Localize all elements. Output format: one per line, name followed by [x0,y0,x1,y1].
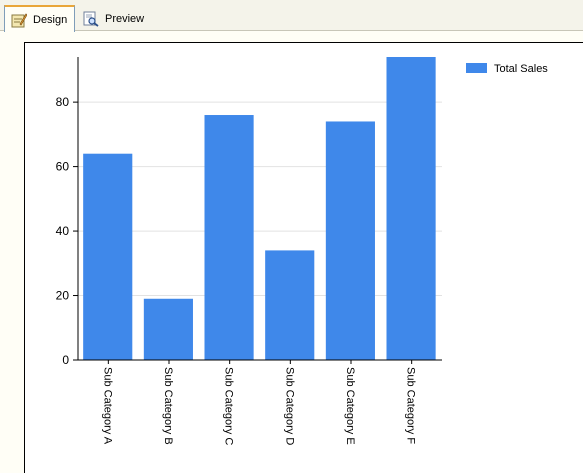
bar [83,153,133,360]
bar [143,298,193,360]
x-tick-label: Sub Category D [283,367,295,445]
bar-chart[interactable]: 0 20 40 60 80 Sub Category A Sub Category B Sub… [25,43,583,473]
x-tick-label: Sub Category E [344,367,356,445]
y-tick-label: 60 [56,160,70,174]
designer-tab-strip: Design Preview [0,0,583,32]
bar [204,115,254,361]
y-tick-label: 20 [56,289,70,303]
tab-preview[interactable]: Preview [77,6,147,31]
x-tick-label: Sub Category A [101,367,113,445]
x-tick-label: Sub Category B [162,367,174,445]
bar [386,57,436,360]
preview-magnifier-icon [83,11,99,27]
bar [325,121,375,361]
design-pencil-icon [11,12,28,28]
legend-label: Total Sales [494,63,548,75]
tab-design[interactable]: Design [4,5,75,32]
y-tick-label: 40 [56,224,70,238]
y-tick-label: 80 [56,95,70,109]
report-body: 0 20 40 60 80 Sub Category A Sub Category B Sub… [24,42,583,473]
x-tick-label: Sub Category C [223,367,235,445]
legend-swatch [466,63,487,73]
bar [265,250,315,360]
tab-design-label: Design [33,13,68,26]
x-tick-label: Sub Category F [405,367,417,444]
tab-preview-label: Preview [105,12,145,25]
y-tick-label: 0 [62,353,69,367]
